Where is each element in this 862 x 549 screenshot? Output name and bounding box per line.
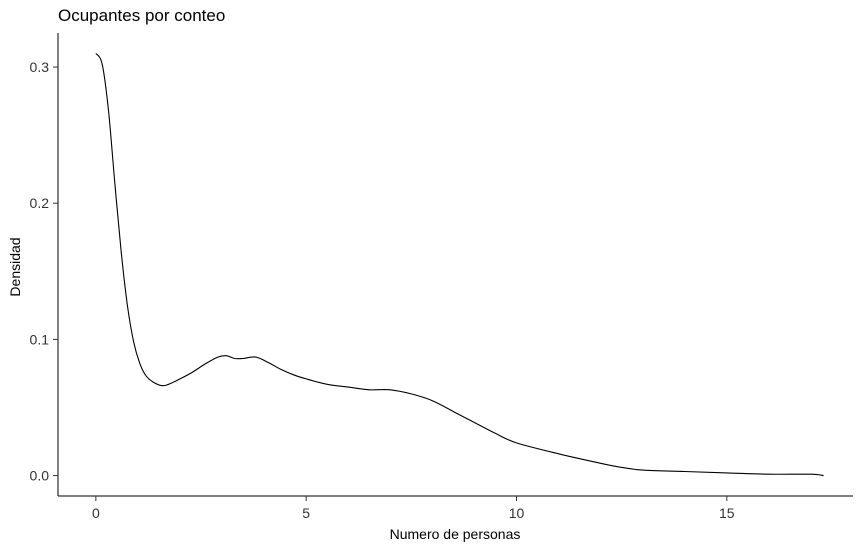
- y-tick-label: 0.2: [30, 195, 50, 211]
- x-tick-label: 10: [509, 505, 525, 521]
- x-axis-label: Numero de personas: [390, 526, 521, 542]
- density-line: [95, 53, 824, 477]
- y-tick-label: 0.1: [30, 331, 50, 347]
- axes-group: [57, 33, 853, 497]
- x-tick-label: 15: [719, 505, 735, 521]
- ticks-group: 0 5 10 15 0.0 0.1 0.2 0.3: [30, 59, 735, 521]
- chart-title: Ocupantes por conteo: [58, 6, 226, 25]
- y-axis-label: Densidad: [7, 237, 23, 296]
- y-tick-label: 0.3: [30, 59, 50, 75]
- x-tick-label: 5: [302, 505, 310, 521]
- series-group: [95, 53, 824, 477]
- y-tick-label: 0.0: [30, 468, 50, 484]
- x-tick-label: 0: [92, 505, 100, 521]
